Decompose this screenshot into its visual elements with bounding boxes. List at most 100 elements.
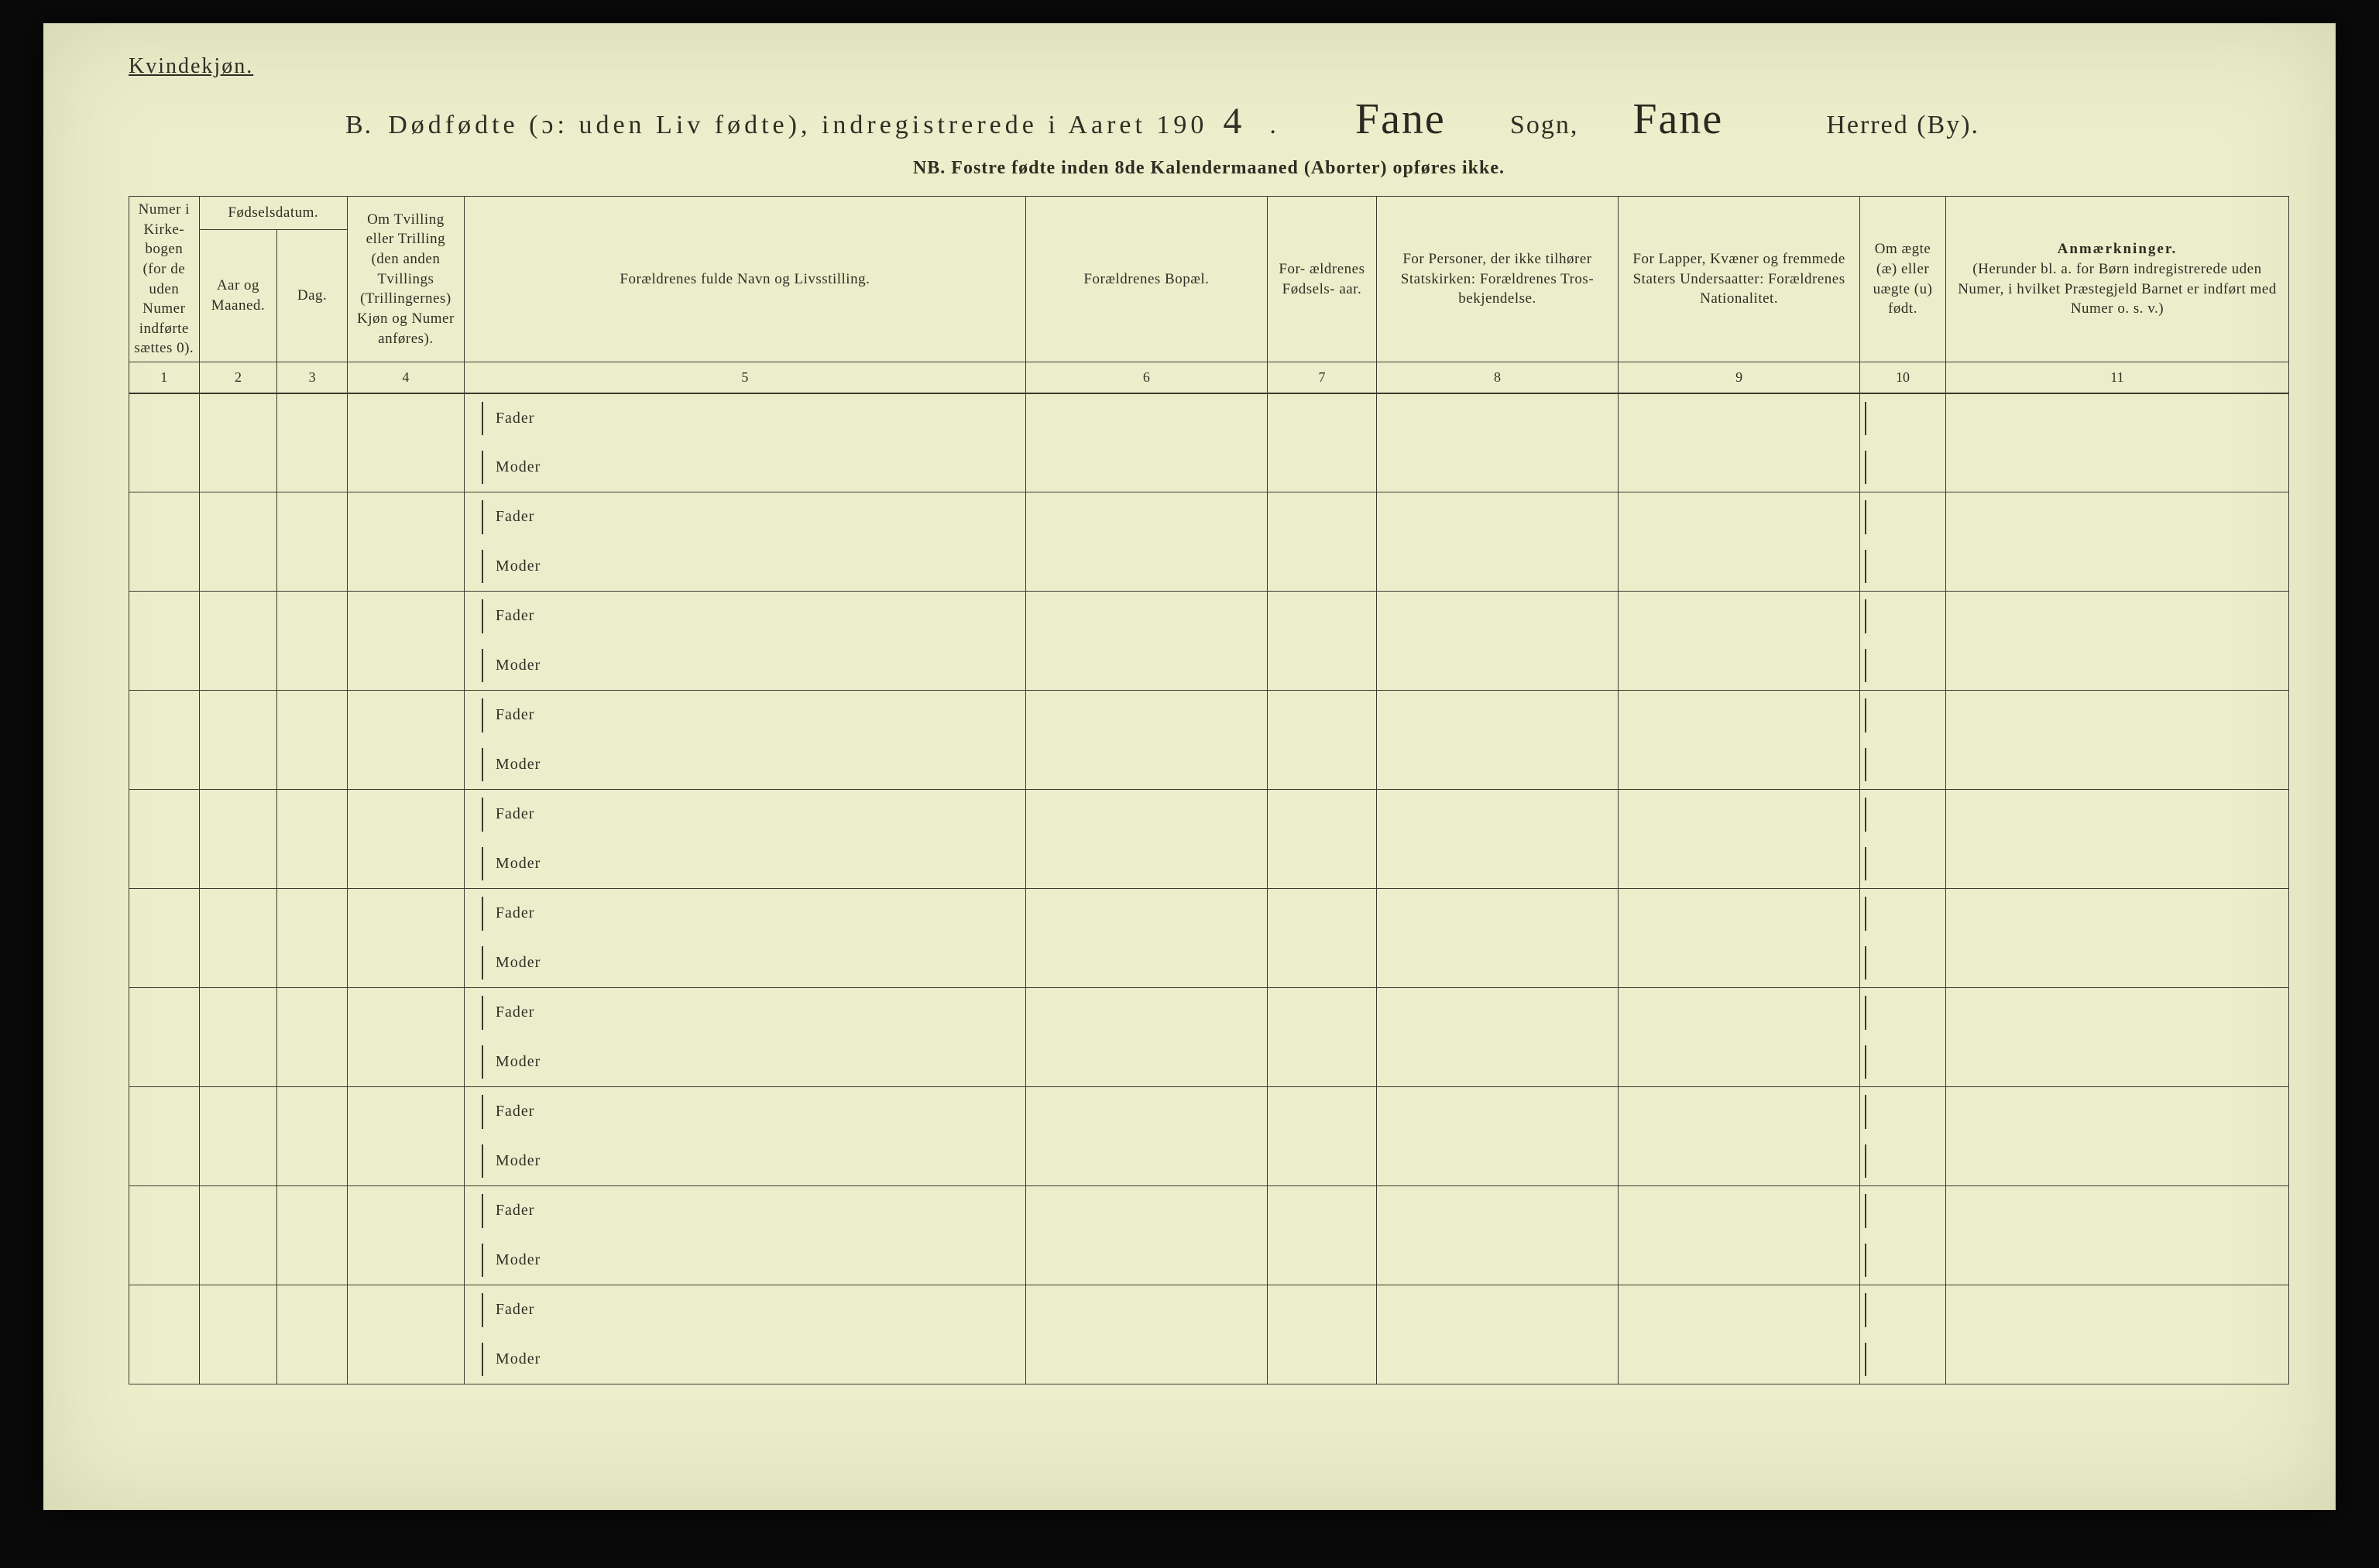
cell-moder-bopael <box>1025 443 1267 492</box>
title-line: B. Dødfødte (ɔ: uden Liv fødte), indregi… <box>345 94 2289 144</box>
fader-label: Fader <box>496 1004 535 1021</box>
cell-aar-maaned <box>199 592 277 691</box>
title-main: Dødfødte (ɔ: uden Liv fødte), indregistr… <box>388 111 1207 140</box>
cell-aegte-lower <box>1860 641 1946 691</box>
cell-aegte <box>1860 492 1946 542</box>
cell-fader-fodselsaar <box>1267 1285 1376 1335</box>
cell-moder-tros <box>1376 1335 1618 1384</box>
cell-moder-bopael <box>1025 1038 1267 1087</box>
col-header-4: Om Tvilling eller Trilling (den anden Tv… <box>347 197 464 362</box>
cell-aegte <box>1860 1285 1946 1335</box>
col-header-6: Forældrenes Bopæl. <box>1025 197 1267 362</box>
cell-fader-navn: Fader <box>464 1186 1025 1236</box>
cell-moder-fodselsaar <box>1267 443 1376 492</box>
cell-fader-tros <box>1376 492 1618 542</box>
sogn-handwritten: Fane <box>1355 94 1495 144</box>
col-header-23-group: Fødselsdatum. <box>199 197 347 230</box>
cell-aegte <box>1860 393 1946 443</box>
cell-fader-tros <box>1376 1186 1618 1236</box>
moder-label: Moder <box>496 1053 541 1070</box>
col-header-11-title: Anmærkninger. <box>2058 241 2178 257</box>
col-header-5: Forældrenes fulde Navn og Livsstilling. <box>464 197 1025 362</box>
fader-label: Fader <box>496 410 535 427</box>
cell-anmaerkninger <box>1945 1285 2288 1384</box>
cell-dag <box>277 592 348 691</box>
cell-moder-nationalitet <box>1619 1038 1860 1087</box>
cell-fader-bopael <box>1025 1186 1267 1236</box>
fader-label: Fader <box>496 607 535 624</box>
cell-aegte-lower <box>1860 839 1946 889</box>
cell-tvilling <box>347 790 464 889</box>
cell-dag <box>277 492 348 592</box>
cell-kirkebog-num <box>129 492 200 592</box>
moder-label: Moder <box>496 1251 541 1268</box>
cell-kirkebog-num <box>129 1285 200 1384</box>
cell-aegte-lower <box>1860 1335 1946 1384</box>
cell-moder-navn: Moder <box>464 641 1025 691</box>
moder-label: Moder <box>496 458 541 475</box>
cell-fader-tros <box>1376 889 1618 938</box>
moder-label: Moder <box>496 1152 541 1169</box>
cell-fader-navn: Fader <box>464 492 1025 542</box>
cell-tvilling <box>347 691 464 790</box>
fader-label: Fader <box>496 904 535 921</box>
cell-dag <box>277 889 348 988</box>
cell-aar-maaned <box>199 1087 277 1186</box>
cell-aegte-lower <box>1860 1236 1946 1285</box>
cell-fader-fodselsaar <box>1267 1186 1376 1236</box>
cell-moder-tros <box>1376 1137 1618 1186</box>
cell-fader-fodselsaar <box>1267 492 1376 542</box>
cell-anmaerkninger <box>1945 988 2288 1087</box>
col-header-11-sub: (Herunder bl. a. for Børn indregistrered… <box>1958 261 2277 317</box>
cell-aegte <box>1860 592 1946 641</box>
ledger-table: Numer i Kirke- bogen (for de uden Numer … <box>129 196 2289 1384</box>
cell-moder-nationalitet <box>1619 542 1860 592</box>
col-header-3: Dag. <box>277 229 348 362</box>
colnum: 7 <box>1267 362 1376 393</box>
herred-label: Herred (By). <box>1826 111 1979 140</box>
cell-aegte-lower <box>1860 740 1946 790</box>
cell-dag <box>277 393 348 492</box>
cell-fader-bopael <box>1025 492 1267 542</box>
cell-fader-fodselsaar <box>1267 1087 1376 1137</box>
cell-fader-tros <box>1376 790 1618 839</box>
cell-moder-nationalitet <box>1619 443 1860 492</box>
cell-aar-maaned <box>199 1186 277 1285</box>
cell-fader-nationalitet <box>1619 1087 1860 1137</box>
cell-moder-fodselsaar <box>1267 1236 1376 1285</box>
cell-fader-nationalitet <box>1619 1186 1860 1236</box>
cell-aegte-lower <box>1860 1137 1946 1186</box>
cell-anmaerkninger <box>1945 1087 2288 1186</box>
cell-fader-bopael <box>1025 592 1267 641</box>
cell-fader-navn: Fader <box>464 1087 1025 1137</box>
cell-fader-nationalitet <box>1619 988 1860 1038</box>
cell-aar-maaned <box>199 393 277 492</box>
cell-dag <box>277 790 348 889</box>
cell-kirkebog-num <box>129 592 200 691</box>
moder-label: Moder <box>496 1350 541 1367</box>
cell-anmaerkninger <box>1945 592 2288 691</box>
cell-moder-bopael <box>1025 740 1267 790</box>
cell-fader-navn: Fader <box>464 889 1025 938</box>
cell-moder-nationalitet <box>1619 1236 1860 1285</box>
cell-moder-bopael <box>1025 1137 1267 1186</box>
cell-kirkebog-num <box>129 691 200 790</box>
cell-fader-navn: Fader <box>464 1285 1025 1335</box>
cell-tvilling <box>347 1285 464 1384</box>
section-letter: B. <box>345 111 372 140</box>
moder-label: Moder <box>496 855 541 872</box>
colnum: 1 <box>129 362 200 393</box>
cell-fader-tros <box>1376 1087 1618 1137</box>
cell-tvilling <box>347 393 464 492</box>
cell-fader-bopael <box>1025 393 1267 443</box>
moder-label: Moder <box>496 954 541 971</box>
cell-kirkebog-num <box>129 1087 200 1186</box>
cell-kirkebog-num <box>129 1186 200 1285</box>
cell-fader-bopael <box>1025 1285 1267 1335</box>
cell-moder-navn: Moder <box>464 443 1025 492</box>
cell-fader-tros <box>1376 1285 1618 1335</box>
cell-dag <box>277 691 348 790</box>
cell-aegte <box>1860 1186 1946 1236</box>
moder-label: Moder <box>496 756 541 773</box>
fader-label: Fader <box>496 1301 535 1318</box>
